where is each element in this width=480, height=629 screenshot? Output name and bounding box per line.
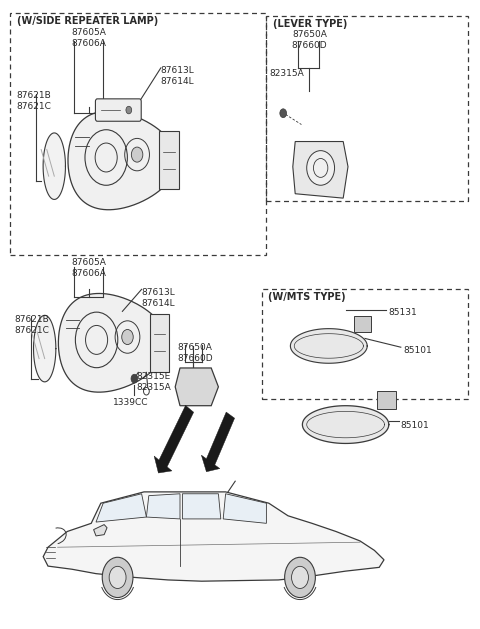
Polygon shape: [43, 492, 384, 581]
Circle shape: [280, 109, 287, 118]
Circle shape: [122, 330, 133, 345]
Text: (W/MTS TYPE): (W/MTS TYPE): [268, 292, 346, 303]
Polygon shape: [223, 494, 266, 523]
Bar: [354, 316, 371, 331]
Polygon shape: [68, 111, 177, 209]
Polygon shape: [302, 406, 389, 443]
Bar: [150, 314, 169, 372]
Text: 87650A
87660D: 87650A 87660D: [292, 30, 327, 50]
Ellipse shape: [307, 150, 335, 185]
Text: 87621B
87621C: 87621B 87621C: [14, 314, 49, 335]
Circle shape: [126, 106, 132, 114]
FancyBboxPatch shape: [96, 99, 141, 121]
Polygon shape: [94, 525, 107, 536]
Text: (W/SIDE REPEATER LAMP): (W/SIDE REPEATER LAMP): [17, 16, 158, 26]
Polygon shape: [290, 329, 367, 363]
Circle shape: [131, 374, 138, 383]
Polygon shape: [43, 133, 65, 199]
Text: 87650A
87660D: 87650A 87660D: [178, 343, 213, 363]
Polygon shape: [96, 494, 146, 522]
Circle shape: [144, 387, 149, 395]
Polygon shape: [154, 406, 193, 473]
Polygon shape: [59, 294, 167, 392]
Text: 87605A
87606A: 87605A 87606A: [72, 258, 106, 278]
Text: 87621B
87621C: 87621B 87621C: [17, 91, 52, 111]
Text: 85131: 85131: [389, 308, 418, 317]
Circle shape: [291, 566, 309, 589]
Bar: [159, 131, 179, 189]
Text: (LEVER TYPE): (LEVER TYPE): [273, 19, 347, 29]
Polygon shape: [146, 494, 180, 519]
Text: 85101: 85101: [401, 421, 430, 430]
Polygon shape: [182, 494, 221, 519]
Polygon shape: [175, 368, 218, 406]
Polygon shape: [34, 315, 56, 382]
Text: 87613L
87614L: 87613L 87614L: [142, 288, 175, 308]
Text: 82315E
82315A: 82315E 82315A: [137, 372, 171, 392]
Bar: [377, 391, 396, 409]
Text: 1339CC: 1339CC: [113, 398, 148, 406]
Text: 82315A: 82315A: [270, 69, 304, 78]
Polygon shape: [293, 142, 348, 198]
Circle shape: [285, 557, 315, 598]
Bar: [266, 16, 468, 201]
Text: 87613L
87614L: 87613L 87614L: [161, 66, 194, 86]
Text: 85101: 85101: [403, 346, 432, 355]
Polygon shape: [202, 412, 235, 472]
Text: 87605A
87606A: 87605A 87606A: [72, 28, 106, 48]
Bar: [262, 289, 468, 399]
Circle shape: [109, 566, 126, 589]
Bar: [10, 13, 266, 255]
Circle shape: [102, 557, 133, 598]
Circle shape: [132, 147, 143, 162]
